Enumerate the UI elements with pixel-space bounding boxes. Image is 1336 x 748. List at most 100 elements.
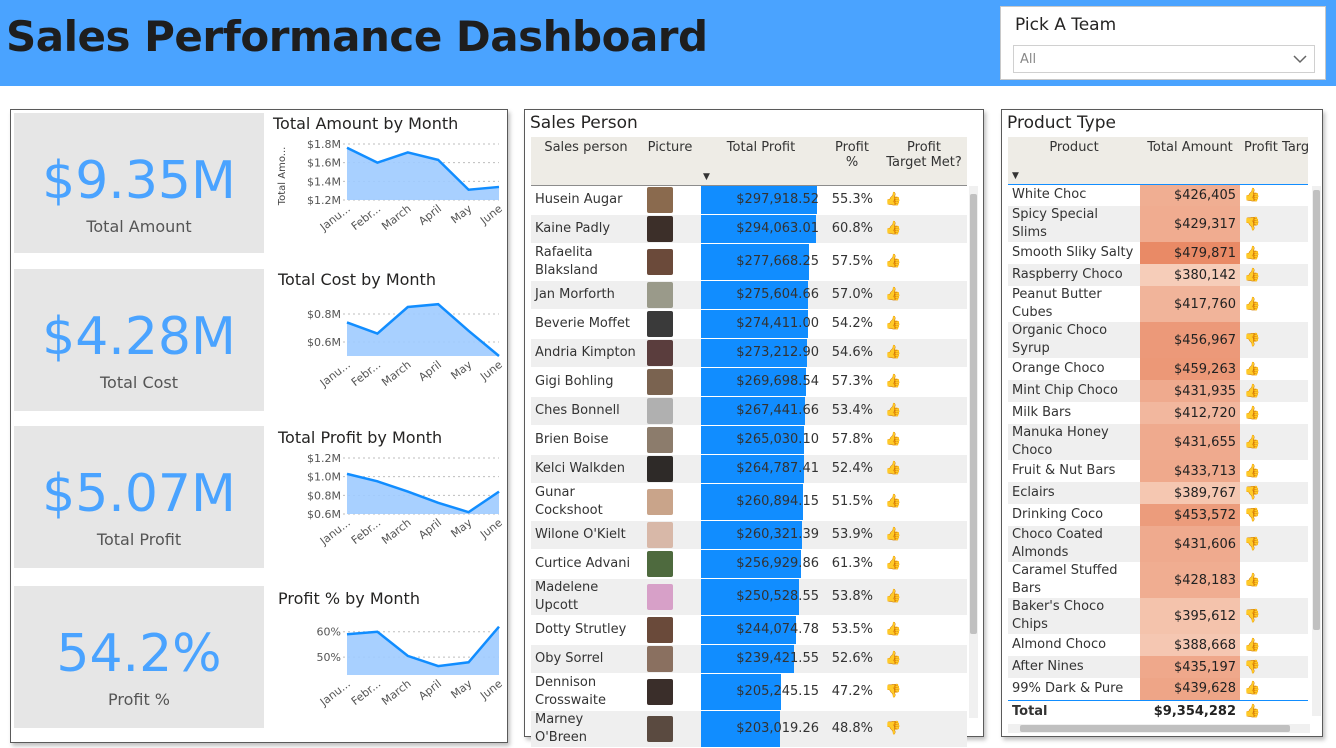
table-row[interactable]: Curtice Advani $256,929.86 61.3% 👍 xyxy=(531,549,967,579)
table-row[interactable]: Gunar Cockshoot $260,894.15 51.5% 👍 xyxy=(531,483,967,521)
table-row[interactable]: Ches Bonnell $267,441.66 53.4% 👍 xyxy=(531,396,967,426)
total-profit-cell: $274,411.00 xyxy=(699,309,823,339)
area-fill xyxy=(347,626,499,675)
product-name: Almond Choco xyxy=(1012,637,1107,652)
thumbs-up-icon: 👍 xyxy=(1244,405,1261,421)
table-row[interactable]: Manuka Honey Choco $431,655 👍 xyxy=(1008,424,1308,460)
avatar xyxy=(647,215,673,242)
table-row[interactable]: Madelene Upcott $250,528.55 53.8% 👍 xyxy=(531,578,967,616)
x-tick-label: May xyxy=(449,516,475,541)
sales-person-name: Jan Morforth xyxy=(531,280,641,310)
table-row[interactable]: Rafaelita Blaksland $277,668.25 57.5% 👍 xyxy=(531,243,967,281)
profit-value: $239,421.55 xyxy=(736,651,819,666)
thumbs-up-icon: 👍 xyxy=(885,287,902,302)
kpi-value: $9.35M xyxy=(42,151,236,211)
product-name: White Choc xyxy=(1012,187,1087,203)
target-met-cell: 👍 xyxy=(1240,402,1308,424)
column-header[interactable]: Profit % xyxy=(823,137,881,186)
thumbs-up-icon: 👍 xyxy=(885,527,902,542)
table-row[interactable]: Gigi Bohling $269,698.54 57.3% 👍 xyxy=(531,367,967,397)
profit-value: $205,245.15 xyxy=(736,684,819,699)
scrollbar-thumb[interactable] xyxy=(970,194,977,634)
table-row[interactable]: Organic Choco Syrup $456,967 👎 xyxy=(1008,322,1308,358)
total-amount-cell: $412,720 xyxy=(1140,402,1240,424)
picture-cell xyxy=(641,644,699,674)
profit-value: $244,074.78 xyxy=(736,622,819,637)
table-row[interactable]: Brien Boise $265,030.10 57.8% 👍 xyxy=(531,425,967,455)
profit-pct: 51.5% xyxy=(823,483,881,521)
profit-pct: 52.4% xyxy=(823,454,881,484)
avatar xyxy=(647,488,673,515)
column-header[interactable]: Sales person xyxy=(531,137,641,186)
table-row[interactable]: Marney O'Breen $203,019.26 48.8% 👎 xyxy=(531,710,967,748)
table-row[interactable]: Spicy Special Slims $429,317 👎 xyxy=(1008,206,1308,242)
total-profit-cell: $269,698.54 xyxy=(699,367,823,397)
vertical-scrollbar[interactable] xyxy=(1312,186,1321,716)
table-row[interactable]: Eclairs $389,767 👎 xyxy=(1008,482,1308,504)
sales-person-name: Oby Sorrel xyxy=(531,644,641,674)
table-row[interactable]: Dennison Crosswaite $205,245.15 47.2% 👎 xyxy=(531,673,967,711)
column-header[interactable]: Profit Target Met? xyxy=(1240,137,1308,185)
column-header[interactable]: Profit Target Met? xyxy=(881,137,967,186)
table-row[interactable]: Dotty Strutley $244,074.78 53.5% 👍 xyxy=(531,615,967,645)
table-row[interactable]: Drinking Coco $453,572 👎 xyxy=(1008,504,1308,526)
table-row[interactable]: Milk Bars $412,720 👍 xyxy=(1008,402,1308,424)
table-row[interactable]: Almond Choco $388,668 👍 xyxy=(1008,634,1308,656)
table-row[interactable]: Fruit & Nut Bars $433,713 👍 xyxy=(1008,460,1308,482)
table-row[interactable]: Husein Augar $297,918.52 55.3% 👍 xyxy=(531,185,967,215)
thumbs-down-icon: 👎 xyxy=(1244,608,1261,624)
sales-person-panel: Sales Person Sales person Picture Total … xyxy=(524,109,984,748)
table-row[interactable]: White Choc $426,405 👍 xyxy=(1008,184,1308,206)
sales-person-name: Gigi Bohling xyxy=(531,367,641,397)
total-profit-cell: $273,212.90 xyxy=(699,338,823,368)
series-line xyxy=(346,472,500,514)
table-row[interactable]: Choco Coated Almonds $431,606 👎 xyxy=(1008,526,1308,562)
product-type-panel: Product Type Product ▼ Total Amount Profi… xyxy=(1001,109,1323,737)
table-row[interactable]: Andria Kimpton $273,212.90 54.6% 👍 xyxy=(531,338,967,368)
table-row[interactable]: Oby Sorrel $239,421.55 52.6% 👍 xyxy=(531,644,967,674)
table-row[interactable]: Orange Choco $459,263 👍 xyxy=(1008,358,1308,380)
column-header[interactable]: Total Amount xyxy=(1140,137,1240,185)
total-amount-cell: $431,655 xyxy=(1140,424,1240,460)
target-met-cell: 👍 xyxy=(881,454,967,484)
table-row[interactable]: 99% Dark & Pure $439,628 👍 xyxy=(1008,678,1308,700)
chevron-down-icon[interactable] xyxy=(1292,48,1308,68)
profit-bar xyxy=(701,425,805,454)
table-row[interactable]: Smooth Sliky Salty $479,871 👍 xyxy=(1008,242,1308,264)
table-row[interactable]: Mint Chip Choco $431,935 👍 xyxy=(1008,380,1308,402)
horizontal-scrollbar[interactable] xyxy=(1008,724,1310,733)
scrollbar-thumb[interactable] xyxy=(1020,725,1290,732)
table-row[interactable]: Beverie Moffet $274,411.00 54.2% 👍 xyxy=(531,309,967,339)
total-profit-cell: $260,894.15 xyxy=(699,483,823,521)
table-row[interactable]: Jan Morforth $275,604.66 57.0% 👍 xyxy=(531,280,967,310)
target-met-cell: 👍 xyxy=(1240,460,1308,482)
total-profit-cell: $294,063.01 xyxy=(699,214,823,244)
column-header-sorted[interactable]: Total Profit ▼ xyxy=(699,137,823,186)
profit-pct: 52.6% xyxy=(823,644,881,674)
sales-person-name: Madelene Upcott xyxy=(531,578,641,616)
product-name: Organic Choco Syrup xyxy=(1008,322,1140,358)
vertical-scrollbar[interactable] xyxy=(969,186,978,718)
profit-pct: 53.5% xyxy=(823,615,881,645)
thumbs-up-icon: 👍 xyxy=(1244,245,1261,261)
y-axis-label: Total Amo... xyxy=(277,147,288,207)
column-header-sorted[interactable]: Product ▼ xyxy=(1008,137,1140,185)
table-row[interactable]: Baker's Choco Chips $395,612 👎 xyxy=(1008,598,1308,634)
team-dropdown[interactable]: All xyxy=(1013,45,1315,73)
scrollbar-thumb[interactable] xyxy=(1313,190,1320,630)
profit-value: $260,321.39 xyxy=(736,527,819,542)
profit-bar xyxy=(701,520,803,549)
table-row[interactable]: Kaine Padly $294,063.01 60.8% 👍 xyxy=(531,214,967,244)
table-row[interactable]: Wilone O'Kielt $260,321.39 53.9% 👍 xyxy=(531,520,967,550)
table-row[interactable]: Peanut Butter Cubes $417,760 👍 xyxy=(1008,286,1308,322)
total-profit-cell: $244,074.78 xyxy=(699,615,823,645)
table-row[interactable]: Raspberry Choco $380,142 👍 xyxy=(1008,264,1308,286)
table-row[interactable]: Kelci Walkden $264,787.41 52.4% 👍 xyxy=(531,454,967,484)
picture-cell xyxy=(641,425,699,455)
table-row[interactable]: Caramel Stuffed Bars $428,183 👍 xyxy=(1008,562,1308,598)
team-slicer[interactable]: Pick A Team All xyxy=(1000,6,1326,80)
column-header[interactable]: Picture xyxy=(641,137,699,186)
picture-cell xyxy=(641,673,699,711)
table-row[interactable]: After Nines $435,197 👎 xyxy=(1008,656,1308,678)
